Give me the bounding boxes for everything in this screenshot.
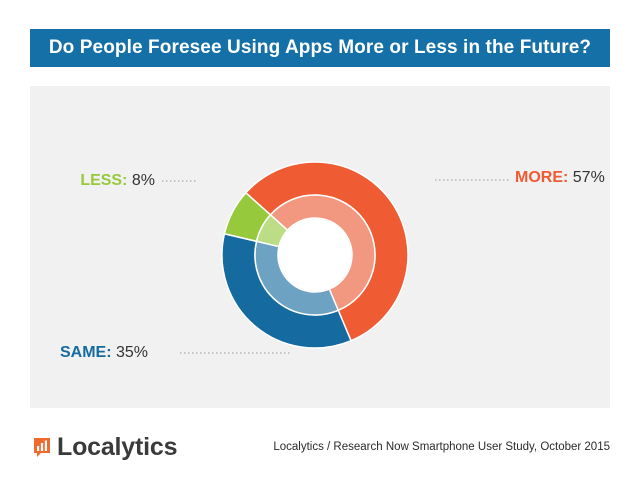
label-more: MORE: 57% <box>515 169 605 186</box>
donut-hole <box>279 219 351 291</box>
donut-chart: MORE: 57% SAME: 35% LESS: 8% <box>60 161 605 361</box>
label-value-less: 8% <box>132 172 155 189</box>
label-value-more: 57% <box>573 169 605 186</box>
label-name-same: SAME: <box>60 344 116 361</box>
chart-panel: MORE: 57% SAME: 35% LESS: 8% <box>30 86 610 408</box>
source-note: Localytics / Research Now Smartphone Use… <box>273 441 610 453</box>
label-name-less: LESS: <box>80 172 132 189</box>
slice-inner-less <box>255 213 289 248</box>
slice-inner-highlight-more <box>270 195 375 311</box>
slice-inner-highlight-same <box>255 241 339 315</box>
label-less: LESS: 8% <box>80 172 155 189</box>
brand-name: Localytics <box>57 432 178 461</box>
label-name-more: MORE: <box>515 169 573 186</box>
chart-title: Do People Foresee Using Apps More or Les… <box>48 37 592 58</box>
title-bar: Do People Foresee Using Apps More or Les… <box>30 29 610 67</box>
localytics-logo: Localytics <box>33 432 177 462</box>
slice-inner-highlight-less <box>256 214 288 247</box>
localytics-logo-icon <box>34 438 50 457</box>
label-same: SAME: 35% <box>60 344 148 361</box>
label-value-same: 35% <box>116 344 148 361</box>
slice-inner-more <box>269 194 376 312</box>
